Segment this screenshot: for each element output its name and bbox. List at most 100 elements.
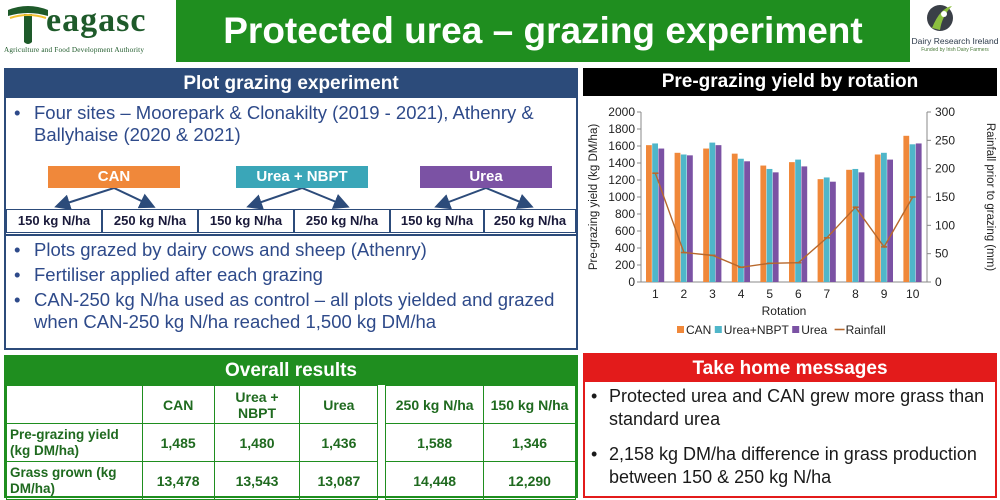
legend-swatch (677, 326, 684, 333)
bar-urea-nbpt-5 (766, 168, 773, 282)
x-tick-label: 5 (766, 287, 773, 301)
bar-can-1 (646, 145, 652, 282)
cell: 12,290 (483, 461, 576, 500)
bar-urea-nbpt-3 (709, 142, 716, 282)
take-home-bullet-1: Protected urea and CAN grew more grass t… (585, 385, 995, 431)
y2-tick-label: 50 (935, 247, 949, 261)
treatment-can: CAN (48, 166, 180, 188)
treatment-urea-nbpt: Urea + NBPT (236, 166, 368, 188)
legend-label: Urea+NBPT (724, 323, 790, 337)
cell-gap (377, 423, 387, 462)
take-home-panel: Take home messages Protected urea and CA… (583, 353, 997, 498)
y-axis-label: Pre-grazing yield (kg DM/ha) (588, 124, 600, 271)
results-table: CAN Urea + NBPT Urea 250 kg N/ha 150 kg … (6, 385, 576, 500)
cell: 1,346 (483, 423, 576, 462)
arrow-nbpt-250 (301, 188, 350, 209)
bar-can-5 (760, 165, 767, 282)
legend-label: CAN (686, 323, 711, 337)
results-header-row: CAN Urea + NBPT Urea 250 kg N/ha 150 kg … (6, 385, 576, 424)
y-tick-label: 1200 (608, 173, 635, 187)
treatment-arrows (54, 188, 534, 210)
bullet-grazed: Plots grazed by dairy cows and sheep (At… (6, 239, 576, 261)
col-gap (377, 385, 387, 424)
col-250: 250 kg N/ha (385, 385, 485, 424)
y-tick-label: 1600 (608, 139, 635, 153)
rate-row: 150 kg N/ha 250 kg N/ha 150 kg N/ha 250 … (6, 209, 576, 233)
rainfall-line (654, 172, 914, 268)
col-150: 150 kg N/ha (483, 385, 576, 424)
dri-swoosh-icon (927, 5, 953, 31)
cell: 1,480 (213, 423, 301, 462)
cell: 14,448 (385, 461, 485, 500)
arrow-urea-150 (434, 188, 487, 210)
bar-urea-nbpt-8 (852, 168, 859, 282)
legend-label: Urea (801, 323, 827, 337)
bar-can-6 (789, 162, 795, 282)
chart-heading: Pre-grazing yield by rotation (583, 68, 997, 96)
rate-nbpt-250: 250 kg N/ha (294, 209, 390, 233)
col-can: CAN (141, 385, 215, 424)
y-tick-label: 400 (615, 241, 635, 255)
y2-tick-label: 250 (935, 133, 955, 147)
x-tick-label: 1 (652, 287, 659, 301)
bar-urea-nbpt-2 (680, 154, 687, 282)
col-urea-nbpt: Urea + NBPT (213, 385, 301, 424)
teagasc-tagline: Agriculture and Food Development Authori… (4, 46, 145, 54)
y2-tick-label: 150 (935, 190, 955, 204)
y-tick-label: 0 (628, 275, 635, 289)
arrow-urea-250 (485, 188, 534, 209)
dairy-research-ireland-logo: Dairy Research Ireland Funded by Irish D… (910, 0, 1000, 62)
cell: 13,478 (141, 461, 215, 500)
col-urea: Urea (299, 385, 379, 424)
bar-urea-8 (858, 172, 865, 282)
bar-urea-1 (658, 148, 665, 282)
y2-tick-label: 0 (935, 275, 942, 289)
bar-urea-nbpt-6 (795, 159, 801, 282)
bar-urea-nbpt-1 (652, 143, 658, 282)
x-tick-label: 8 (852, 287, 859, 301)
legend-label: Rainfall (846, 323, 886, 337)
plot-top-bullets: Four sites – Moorepark & Clonakilty (201… (6, 102, 576, 146)
bullet-sites: Four sites – Moorepark & Clonakilty (201… (6, 102, 576, 146)
y-tick-label: 800 (615, 207, 635, 221)
take-home-heading: Take home messages (585, 355, 995, 382)
rate-can-250: 250 kg N/ha (102, 209, 198, 233)
table-row: Grass grown (kg DM/ha) 13,478 13,543 13,… (6, 461, 576, 500)
x-tick-label: 6 (795, 287, 802, 301)
y-tick-label: 1800 (608, 122, 635, 136)
bar-can-3 (703, 148, 709, 282)
take-home-bullets: Protected urea and CAN grew more grass t… (585, 385, 995, 500)
plot-grazing-panel: Plot grazing experiment Four sites – Moo… (4, 68, 578, 350)
x-tick-label: 3 (709, 287, 716, 301)
bar-urea-2 (687, 155, 693, 282)
x-tick-label: 2 (681, 287, 688, 301)
arrow-can-250 (113, 188, 156, 209)
bar-can-7 (817, 179, 824, 282)
rate-urea-150: 150 kg N/ha (390, 209, 484, 233)
bar-urea-3 (715, 145, 722, 282)
row-label-pregrazing: Pre-grazing yield (kg DM/ha) (6, 423, 143, 462)
cell: 1,588 (385, 423, 485, 462)
chart-panel: Pre-grazing yield by rotation 0 200 400 600… (583, 68, 997, 350)
bar-urea-6 (801, 166, 808, 282)
bar-can-8 (846, 169, 852, 282)
bar-can-4 (731, 153, 738, 282)
cell: 1,485 (141, 423, 215, 462)
bar-urea-9 (887, 159, 893, 282)
y2-tick-label: 200 (935, 162, 955, 176)
bar-urea-nbpt-4 (738, 158, 744, 282)
y-tick-label: 1400 (608, 156, 635, 170)
rate-urea-250: 250 kg N/ha (484, 209, 576, 233)
plot-divider (6, 234, 576, 236)
bar-urea-5 (772, 172, 779, 282)
plot-bottom-bullets: Plots grazed by dairy cows and sheep (At… (6, 239, 576, 336)
y2-tick-label: 100 (935, 218, 955, 232)
bullet-fertiliser: Fertiliser applied after each grazing (6, 264, 576, 286)
cell: 13,543 (213, 461, 301, 500)
dri-name: Dairy Research Ireland (911, 36, 999, 46)
legend-swatch (714, 326, 722, 333)
y-tick-label: 200 (615, 258, 635, 272)
x-tick-label: 10 (906, 287, 920, 301)
arrow-can-150 (54, 188, 115, 210)
cell: 1,436 (299, 423, 379, 462)
